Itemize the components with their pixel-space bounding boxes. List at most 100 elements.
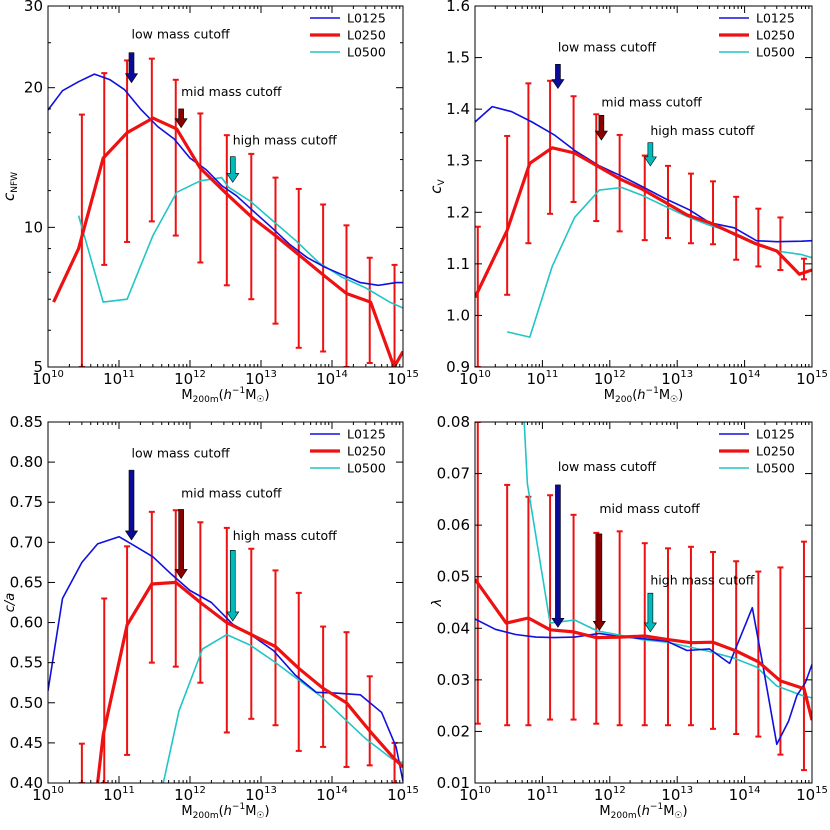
x-tick-label: 1014 bbox=[316, 369, 348, 388]
legend: L0125 L0250 L0500 bbox=[310, 11, 386, 60]
error-bar bbox=[664, 547, 671, 727]
y-tick-label: 0.85 bbox=[10, 413, 43, 431]
y-tick-label: 0.04 bbox=[437, 619, 470, 637]
error-bar bbox=[755, 570, 762, 738]
cutoff-label: high mass cutoff bbox=[233, 132, 337, 147]
error-bar bbox=[223, 526, 230, 734]
error-bar bbox=[504, 134, 511, 296]
error-bar bbox=[504, 483, 511, 727]
error-bar bbox=[78, 742, 85, 783]
mid-mass-cutoff-arrow: mid mass cutoff bbox=[174, 84, 282, 129]
y-tick-label: 0.07 bbox=[437, 465, 470, 483]
error-bar bbox=[800, 540, 807, 772]
error-bar bbox=[687, 172, 694, 245]
error-bar bbox=[101, 597, 108, 783]
x-tick-label: 1014 bbox=[729, 369, 761, 388]
low-mass-cutoff-arrow: low mass cutoff bbox=[124, 445, 230, 541]
error-bar bbox=[616, 133, 623, 233]
y-tick-label: 1.5 bbox=[446, 49, 470, 67]
low-mass-cutoff-arrow: low mass cutoff bbox=[124, 27, 230, 84]
legend-label: L0125 bbox=[756, 427, 795, 442]
x-tick-label: 1012 bbox=[174, 369, 206, 388]
x-tick-label: 1011 bbox=[526, 785, 558, 804]
y-tick-label: 1.4 bbox=[446, 100, 470, 118]
x-tick-label: 1011 bbox=[526, 369, 558, 388]
plot-frame bbox=[47, 5, 404, 368]
x-tick-label: 1013 bbox=[661, 785, 693, 804]
high-mass-cutoff-arrow: high mass cutoff bbox=[226, 528, 337, 622]
cutoff-label: mid mass cutoff bbox=[599, 501, 700, 516]
error-bar bbox=[593, 531, 600, 725]
series-line-L0125 bbox=[48, 73, 403, 287]
legend-label: L0500 bbox=[347, 45, 386, 60]
series-line-L0125 bbox=[475, 606, 812, 746]
x-tick-label: 1014 bbox=[729, 785, 761, 804]
error-bar bbox=[172, 78, 179, 237]
panel-2: low mass cutoff mid mass cutoff high mass … bbox=[427, 0, 828, 405]
cutoff-label: high mass cutoff bbox=[650, 572, 754, 587]
error-bar bbox=[148, 57, 155, 223]
high-mass-cutoff-arrow: high mass cutoff bbox=[643, 123, 755, 167]
y-tick-label: 0.40 bbox=[10, 774, 43, 792]
cutoff-label: high mass cutoff bbox=[650, 123, 754, 138]
y-tick-label: 0.45 bbox=[10, 734, 43, 752]
cutoff-label: low mass cutoff bbox=[132, 445, 230, 460]
error-bar bbox=[272, 176, 279, 325]
error-bar bbox=[777, 566, 784, 756]
error-bar bbox=[148, 510, 155, 664]
error-bar bbox=[124, 59, 131, 243]
mid-mass-cutoff-arrow: mid mass cutoff bbox=[174, 485, 282, 579]
series-line-L0250 bbox=[475, 146, 812, 299]
y-tick-label: 0.50 bbox=[10, 694, 43, 712]
legend-label: L0500 bbox=[756, 45, 795, 60]
y-axis-label: cV bbox=[427, 178, 447, 193]
error-bar bbox=[295, 187, 302, 349]
error-bar bbox=[641, 154, 648, 242]
x-tick-label: 1012 bbox=[594, 785, 626, 804]
error-bar bbox=[343, 631, 350, 768]
cutoff-label: high mass cutoff bbox=[233, 528, 337, 543]
legend-label: L0250 bbox=[347, 444, 386, 459]
x-tick-label: 1011 bbox=[103, 785, 135, 804]
error-bar bbox=[343, 224, 350, 367]
low-mass-cutoff-arrow: low mass cutoff bbox=[551, 39, 656, 90]
x-axis-label: M200m(h−1M☉) bbox=[181, 802, 269, 821]
high-mass-cutoff-arrow: high mass cutoff bbox=[643, 572, 755, 633]
panel-3: low mass cutoff mid mass cutoff high mass … bbox=[3, 413, 419, 821]
y-tick-label: 1.6 bbox=[446, 0, 470, 15]
x-tick-label: 1015 bbox=[387, 369, 419, 388]
cutoff-label: low mass cutoff bbox=[558, 459, 656, 474]
y-tick-label: 0.03 bbox=[437, 671, 470, 689]
y-tick-label: 1.3 bbox=[446, 152, 470, 170]
y-tick-label: 0.65 bbox=[10, 573, 43, 591]
x-tick-label: 1015 bbox=[796, 785, 828, 804]
cutoff-label: low mass cutoff bbox=[558, 39, 656, 54]
cutoff-label: mid mass cutoff bbox=[181, 485, 282, 500]
error-bar bbox=[124, 545, 131, 756]
mid-mass-cutoff-arrow: mid mass cutoff bbox=[594, 95, 702, 141]
y-tick-label: 0.01 bbox=[437, 774, 470, 792]
y-axis-label: cNFW bbox=[0, 172, 20, 201]
error-bar bbox=[547, 79, 554, 215]
y-axis-label: c/a bbox=[3, 593, 18, 613]
y-tick-label: 0.55 bbox=[10, 654, 43, 672]
legend-label: L0500 bbox=[756, 461, 795, 476]
y-tick-label: 0.80 bbox=[10, 453, 43, 471]
y-tick-label: 0.70 bbox=[10, 533, 43, 551]
plot-frame bbox=[474, 421, 813, 784]
y-tick-label: 5 bbox=[33, 358, 43, 376]
x-tick-label: 1013 bbox=[245, 785, 277, 804]
error-bar bbox=[800, 257, 807, 281]
cutoff-label: mid mass cutoff bbox=[601, 95, 702, 110]
y-tick-label: 0.05 bbox=[437, 568, 470, 586]
x-tick-label: 1010 bbox=[32, 785, 64, 804]
error-bar bbox=[172, 509, 179, 668]
error-bar bbox=[320, 203, 327, 353]
mid-mass-cutoff-arrow: mid mass cutoff bbox=[592, 501, 700, 631]
x-axis-label: M200m(h−1M☉) bbox=[599, 802, 687, 821]
y-tick-label: 30 bbox=[24, 0, 43, 15]
cutoff-label: mid mass cutoff bbox=[181, 84, 282, 99]
series-line-L0500 bbox=[162, 633, 403, 783]
error-bar bbox=[777, 216, 784, 272]
